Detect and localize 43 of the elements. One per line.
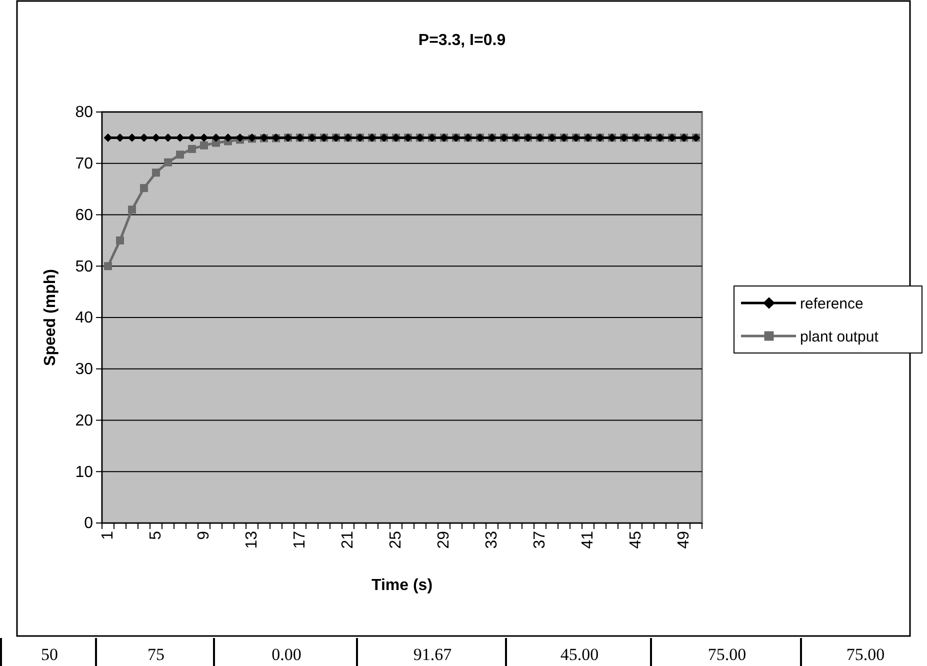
y-tick-label: 40 [75, 310, 94, 327]
y-tick-label: 30 [75, 360, 94, 378]
point [128, 206, 136, 214]
point [104, 262, 112, 270]
point [176, 150, 184, 159]
point [152, 168, 160, 177]
x-tick-label: 21 [340, 530, 356, 549]
x-tick-label: 29 [436, 530, 452, 549]
y-tick-label: 70 [75, 155, 94, 172]
x-axis-title: Time (s) [371, 577, 433, 594]
point [116, 236, 124, 244]
y-tick-label: 60 [75, 206, 94, 224]
text: 91.67 [413, 645, 452, 664]
x-tick-label: 45 [628, 530, 644, 549]
legend-label: plant output [800, 328, 880, 346]
y-tick-label: 50 [75, 258, 94, 276]
y-tick-label: 0 [84, 515, 94, 532]
text: 75.00 [846, 645, 885, 664]
x-tick-label: 1 [100, 530, 116, 540]
point [164, 158, 172, 166]
text: 45.00 [560, 645, 599, 664]
x-tick-label: 9 [196, 530, 212, 540]
x-tick-label: 33 [484, 530, 500, 549]
x-tick-label: 49 [676, 530, 692, 549]
y-axis-title: Speed (mph) [42, 269, 59, 366]
text: 75.00 [708, 645, 746, 664]
x-tick-label: 17 [292, 530, 308, 549]
x-tick-label: 37 [532, 530, 548, 549]
point [188, 144, 196, 153]
y-tick-label: 20 [75, 412, 94, 430]
y-tick-label: 10 [75, 464, 94, 481]
text: 50 [41, 645, 58, 664]
x-tick-label: 25 [388, 530, 404, 549]
x-tick-label: 41 [580, 530, 596, 549]
point [140, 184, 148, 192]
point [200, 141, 208, 150]
x-tick-label: 13 [244, 530, 260, 549]
text: 75 [148, 645, 164, 664]
x-tick-label: 5 [148, 530, 164, 540]
chart-title: P=3.3, I=0.9 [418, 32, 506, 49]
legend-label: reference [800, 295, 864, 312]
y-tick-label: 80 [75, 104, 94, 122]
text: 0.00 [272, 645, 302, 664]
